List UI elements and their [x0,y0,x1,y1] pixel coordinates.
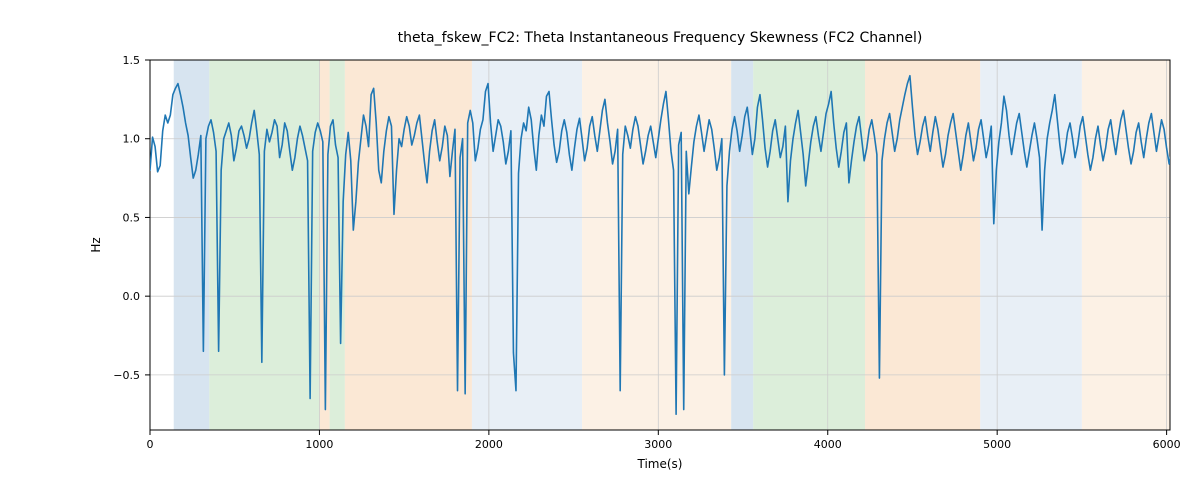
y-tick-label: 0.5 [123,211,141,224]
x-tick-label: 3000 [644,438,672,451]
x-tick-label: 0 [147,438,154,451]
x-tick-label: 1000 [305,438,333,451]
line-chart: 0 1000 2000 3000 4000 5000 6000 −0.5 0.0 0.5 1.0 1.… [0,0,1200,500]
y-tick-label: −0.5 [113,369,140,382]
chart-title: theta_fskew_FC2: Theta Instantaneous Fre… [398,30,923,46]
x-axis-label: Time(s) [637,457,683,471]
x-tick-label: 2000 [475,438,503,451]
y-axis-label: Hz [89,237,103,252]
y-tick-label: 0.0 [123,290,141,303]
chart-container: 0 1000 2000 3000 4000 5000 6000 −0.5 0.0 0.5 1.0 1.… [0,0,1200,500]
y-tick-label: 1.5 [123,54,141,67]
y-tick-label: 1.0 [123,133,141,146]
x-tick-label: 4000 [814,438,842,451]
x-tick-label: 6000 [1153,438,1181,451]
x-axis: 0 1000 2000 3000 4000 5000 6000 [147,430,1181,451]
y-axis: −0.5 0.0 0.5 1.0 1.5 [113,54,150,382]
x-tick-label: 5000 [983,438,1011,451]
